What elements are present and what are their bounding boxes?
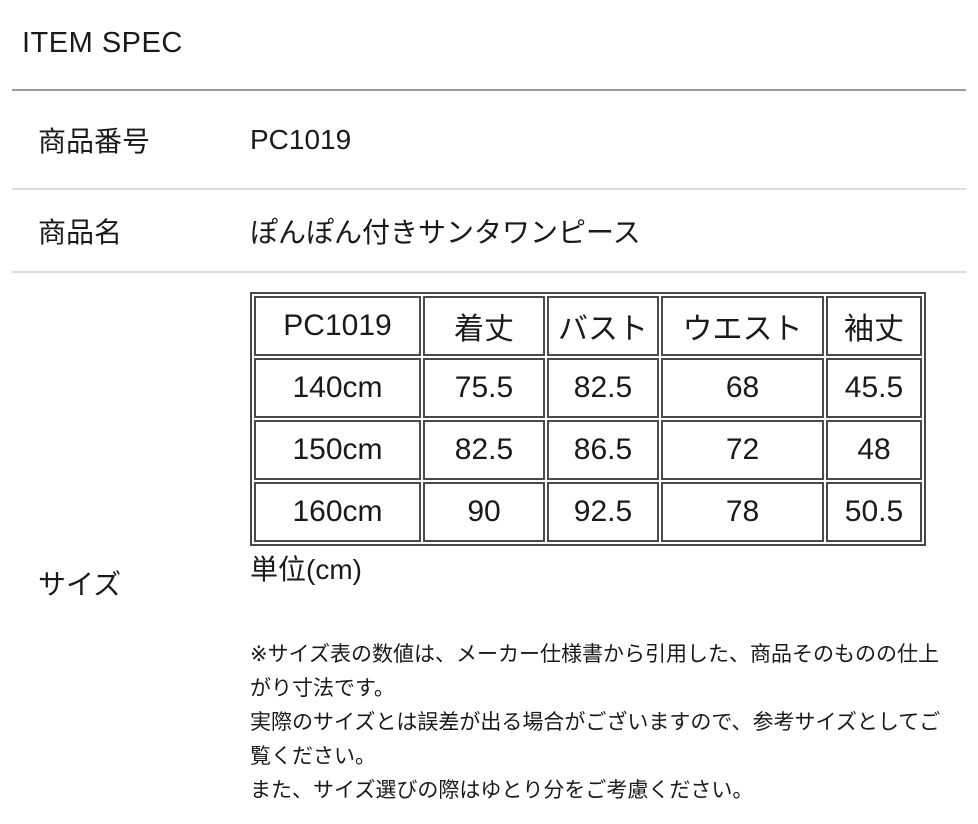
size-table-row: 160cm 90 92.5 78 50.5	[254, 482, 922, 542]
note-line: また、サイズ選びの際はゆとり分をご考慮ください。	[250, 779, 754, 802]
size-table-row: 150cm 82.5 86.5 72 48	[254, 420, 922, 480]
size-table-cell: 72	[661, 420, 824, 480]
size-section-label: サイズ	[38, 569, 122, 600]
size-table-header-cell: PC1019	[254, 296, 421, 356]
product-number-label: 商品番号	[38, 125, 151, 157]
size-table-cell: 48	[826, 420, 922, 480]
size-table-cell: 82.5	[547, 358, 659, 418]
size-table-cell: 92.5	[547, 482, 659, 542]
size-table-header-cell: 袖丈	[826, 296, 922, 356]
product-name-value: ぽんぽん付きサンタワンピース	[250, 216, 641, 248]
spec-row-product-name: 商品名 ぽんぽん付きサンタワンピース	[0, 190, 978, 271]
size-table-cell: 78	[661, 482, 824, 542]
size-table-header-cell: バスト	[547, 296, 659, 356]
size-table-header-cell: ウエスト	[661, 296, 824, 356]
size-table-cell: 86.5	[547, 420, 659, 480]
unit-label: 単位(cm)	[250, 554, 362, 585]
title-divider	[12, 89, 966, 91]
size-table: PC1019 着丈 バスト ウエスト 袖丈 140cm 75.5 82.5 68…	[250, 292, 926, 546]
spec-row-product-number: 商品番号 PC1019	[0, 91, 978, 188]
size-table-cell: 140cm	[254, 358, 421, 418]
size-table-cell: 50.5	[826, 482, 922, 542]
note-line: ※サイズ表の数値は、メーカー仕様書から引用した、商品そのものの仕上がり寸法です。	[250, 643, 939, 700]
size-table-cell: 150cm	[254, 420, 421, 480]
page-title: ITEM SPEC	[22, 27, 183, 59]
size-table-cell: 75.5	[423, 358, 545, 418]
product-number-value: PC1019	[250, 123, 352, 155]
size-section-content: PC1019 着丈 バスト ウエスト 袖丈 140cm 75.5 82.5 68…	[250, 292, 978, 808]
size-table-header-row: PC1019 着丈 バスト ウエスト 袖丈	[254, 296, 922, 356]
size-table-cell: 160cm	[254, 482, 421, 542]
size-notes: ※サイズ表の数値は、メーカー仕様書から引用した、商品そのものの仕上がり寸法です。…	[250, 638, 952, 808]
size-table-row: 140cm 75.5 82.5 68 45.5	[254, 358, 922, 418]
size-table-cell: 68	[661, 358, 824, 418]
size-table-cell: 45.5	[826, 358, 922, 418]
row-divider	[12, 271, 966, 273]
size-label-column: サイズ	[0, 292, 250, 808]
product-name-label: 商品名	[38, 216, 123, 248]
row-divider	[12, 188, 966, 190]
note-line: 実際のサイズとは誤差が出る場合がございますので、参考サイズとしてご覧ください。	[250, 711, 941, 768]
size-table-header-cell: 着丈	[423, 296, 545, 356]
size-table-cell: 82.5	[423, 420, 545, 480]
size-section: サイズ PC1019 着丈 バスト ウエスト 袖丈	[0, 273, 978, 808]
size-table-cell: 90	[423, 482, 545, 542]
